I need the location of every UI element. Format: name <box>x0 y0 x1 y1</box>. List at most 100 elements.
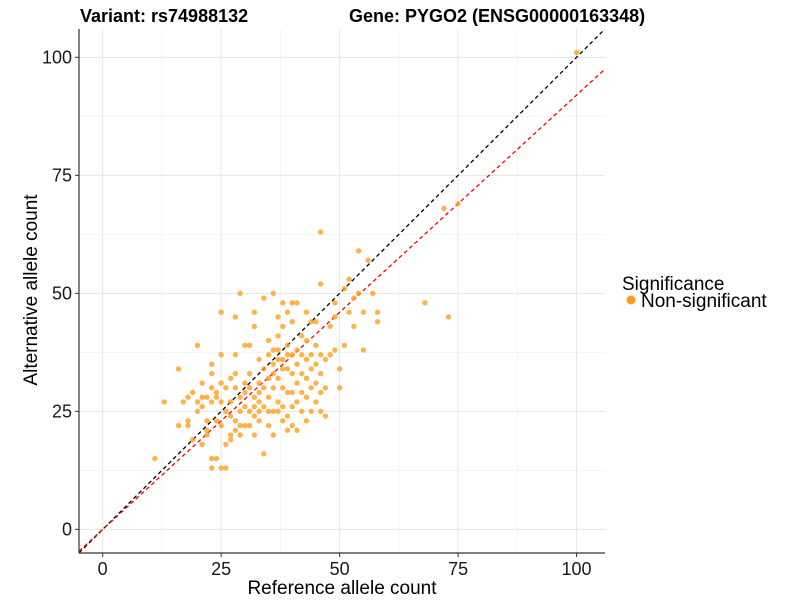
y-tick-label: 75 <box>52 165 72 185</box>
data-point <box>355 248 362 254</box>
data-point <box>246 408 253 415</box>
data-point <box>232 427 239 433</box>
data-point <box>360 347 367 353</box>
data-point <box>185 418 191 424</box>
data-point <box>213 389 220 396</box>
data-point <box>284 366 291 372</box>
data-point <box>199 380 205 386</box>
data-point <box>265 408 272 415</box>
data-point <box>256 389 262 396</box>
data-point <box>275 347 281 353</box>
legend-label-non-significant: Non-significant <box>641 291 767 312</box>
data-point <box>251 403 258 410</box>
data-point <box>275 314 281 320</box>
data-point <box>374 318 381 325</box>
data-point <box>332 314 338 320</box>
data-point <box>346 309 352 315</box>
data-point <box>190 389 196 396</box>
data-point <box>313 361 319 367</box>
data-point <box>237 290 243 297</box>
data-point <box>218 399 224 405</box>
data-point <box>261 451 267 457</box>
data-point <box>232 385 239 391</box>
tick-labels: 0 25 50 75 100 0 25 50 75 100 <box>42 47 592 579</box>
data-point <box>303 375 310 382</box>
reference-line-fit <box>79 68 605 552</box>
data-point <box>280 356 286 363</box>
data-point <box>317 389 324 396</box>
data-point <box>251 309 258 315</box>
data-point <box>242 380 248 386</box>
data-point <box>270 370 276 377</box>
data-point <box>242 342 248 348</box>
data-point <box>180 399 186 405</box>
data-point <box>251 394 258 400</box>
data-point <box>218 422 224 429</box>
data-point <box>251 323 258 330</box>
data-point <box>284 413 291 419</box>
data-point <box>237 408 243 415</box>
data-point <box>270 385 276 391</box>
data-point <box>223 408 229 415</box>
legend-title: Significance <box>622 274 724 295</box>
data-point <box>208 385 215 391</box>
data-point <box>223 465 229 471</box>
data-point <box>341 285 348 292</box>
data-point <box>246 422 253 429</box>
data-point <box>218 352 224 358</box>
data-point <box>313 342 319 348</box>
data-point <box>280 418 286 424</box>
x-tick-label: 25 <box>211 559 231 579</box>
data-point <box>232 370 239 377</box>
data-point <box>213 455 220 462</box>
data-point <box>294 347 300 353</box>
data-point <box>280 385 286 391</box>
data-point <box>322 413 329 419</box>
data-point <box>256 408 262 415</box>
data-point <box>275 375 281 382</box>
data-point <box>299 389 305 396</box>
data-point <box>227 437 234 443</box>
data-points <box>152 49 580 471</box>
data-point <box>294 427 300 433</box>
data-point <box>237 394 243 400</box>
data-point <box>246 342 253 348</box>
data-point <box>223 385 229 391</box>
data-point <box>218 309 224 315</box>
chart-title-right: Gene: PYGO2 (ENSG00000163348) <box>349 6 645 26</box>
data-point <box>185 422 191 429</box>
data-point <box>256 356 262 363</box>
data-point <box>208 361 215 367</box>
data-point <box>303 337 310 344</box>
data-point <box>289 318 295 325</box>
data-point <box>152 455 158 462</box>
data-point <box>256 399 262 405</box>
data-point <box>204 432 210 438</box>
data-point <box>208 370 215 377</box>
data-point <box>360 309 367 315</box>
data-point <box>275 333 281 339</box>
data-point <box>199 403 205 410</box>
data-point <box>270 347 276 353</box>
data-point <box>237 422 243 429</box>
data-point <box>218 380 224 386</box>
data-point <box>261 366 267 372</box>
data-point <box>204 418 210 424</box>
data-point <box>289 389 295 396</box>
data-point <box>280 323 286 330</box>
data-point <box>194 408 201 415</box>
y-tick-label: 0 <box>62 519 72 539</box>
reference-line-identity <box>79 29 605 553</box>
x-tick-label: 75 <box>448 559 468 579</box>
data-point <box>313 318 319 325</box>
data-point <box>322 385 329 391</box>
data-point <box>313 399 319 405</box>
data-point <box>308 352 314 358</box>
data-point <box>294 361 300 367</box>
data-point <box>213 418 220 424</box>
data-point <box>313 380 319 386</box>
data-point <box>208 465 215 471</box>
data-point <box>190 437 196 443</box>
data-point <box>303 418 310 424</box>
data-point <box>265 375 272 382</box>
